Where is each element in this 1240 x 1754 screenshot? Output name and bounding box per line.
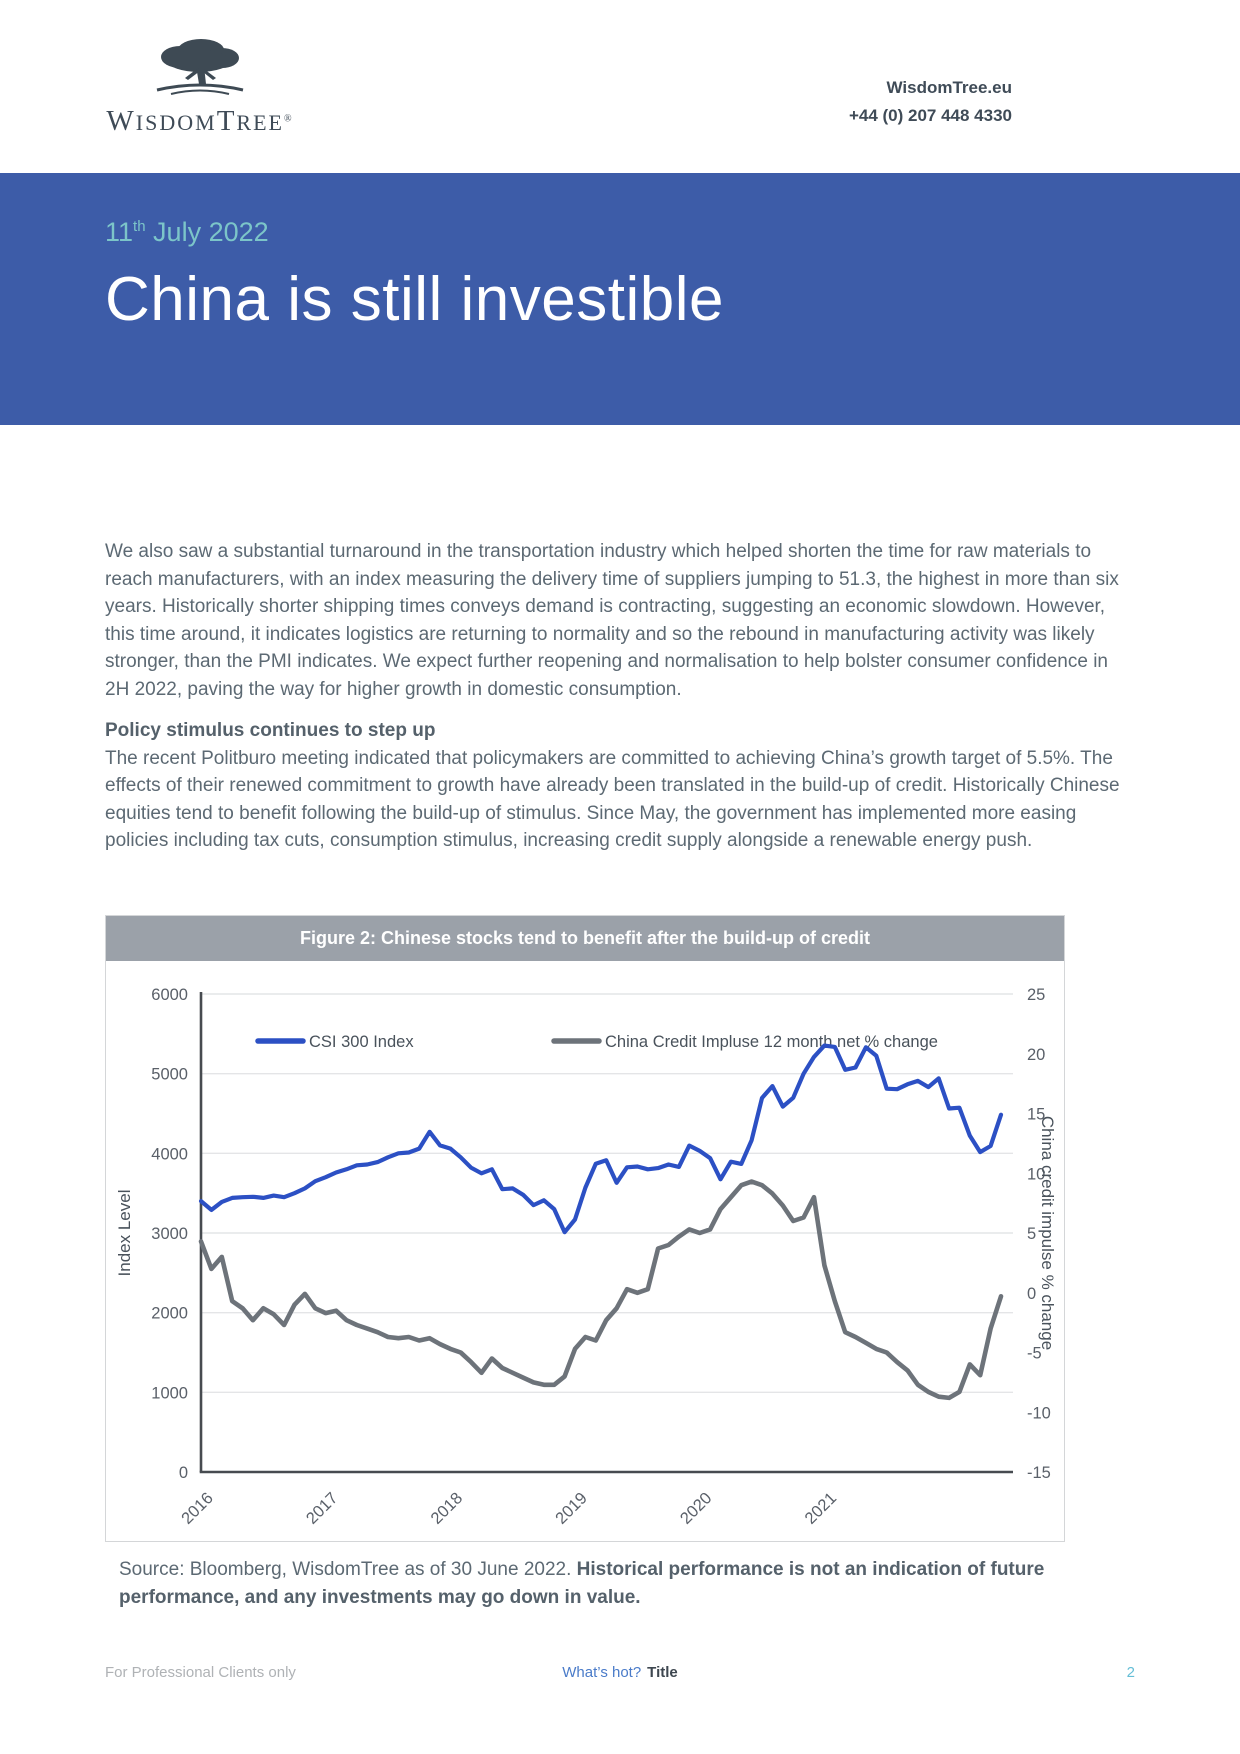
svg-text:CSI 300 Index: CSI 300 Index <box>309 1033 414 1051</box>
phone-number: +44 (0) 207 448 4330 <box>848 106 1012 125</box>
svg-text:Index Level: Index Level <box>115 1190 134 1277</box>
wisdomtree-logo: WISDOMTREE® <box>105 36 295 138</box>
page-footer: For Professional Clients only What’s hot… <box>105 1664 1135 1688</box>
svg-text:3000: 3000 <box>151 1225 188 1243</box>
wisdomtree-wordmark: WISDOMTREE® <box>106 105 294 137</box>
svg-text:4000: 4000 <box>151 1145 188 1163</box>
svg-text:2021: 2021 <box>802 1489 841 1528</box>
figure2-source-note: Source: Bloomberg, WisdomTree as of 30 J… <box>119 1559 1045 1608</box>
figure2-title: Figure 2: Chinese stocks tend to benefit… <box>106 916 1064 961</box>
article-body: We also saw a substantial turnaround in … <box>105 538 1123 855</box>
svg-text:-15: -15 <box>1027 1464 1051 1482</box>
website-link[interactable]: WisdomTree.eu <box>886 78 1013 97</box>
svg-text:2000: 2000 <box>151 1305 188 1323</box>
footer-disclaimer: For Professional Clients only <box>105 1664 296 1681</box>
wisdomtree-tree-icon <box>125 39 275 104</box>
figure2-chart: 0 1000 2000 3000 4000 5000 6000 -15 -10 -5 0 5 10 15 2… <box>115 986 1057 1528</box>
svg-text:25: 25 <box>1027 986 1045 1004</box>
svg-text:China Credit Impluse 12 month: China Credit Impluse 12 month net % chan… <box>605 1033 938 1051</box>
svg-text:-10: -10 <box>1027 1404 1051 1422</box>
page-title: China is still investible <box>105 265 724 334</box>
svg-text:2017: 2017 <box>303 1489 342 1528</box>
footer-doc-title: Title <box>647 1664 678 1681</box>
svg-text:2020: 2020 <box>677 1489 716 1528</box>
publication-date: 11th July 2022 <box>105 217 269 247</box>
footer-breadcrumb: What’s hot? Title <box>562 1664 678 1681</box>
page-number: 2 <box>1126 1664 1135 1681</box>
svg-text:6000: 6000 <box>151 986 188 1004</box>
svg-text:1000: 1000 <box>151 1384 188 1402</box>
figure2-container: Figure 2: Chinese stocks tend to benefit… <box>105 915 1065 1542</box>
title-banner: 11th July 2022 China is still investible <box>0 173 1240 425</box>
svg-text:-5: -5 <box>1027 1345 1042 1363</box>
svg-text:China credit impulse % change: China credit impulse % change <box>1038 1116 1057 1350</box>
svg-text:0: 0 <box>179 1464 188 1482</box>
paragraph-transportation: We also saw a substantial turnaround in … <box>105 541 1119 700</box>
svg-text:20: 20 <box>1027 1046 1045 1064</box>
svg-text:2018: 2018 <box>428 1489 467 1528</box>
footer-whats-hot-link[interactable]: What’s hot? <box>562 1664 642 1681</box>
svg-text:5: 5 <box>1027 1225 1036 1243</box>
svg-text:5000: 5000 <box>151 1066 188 1084</box>
svg-text:0: 0 <box>1027 1285 1036 1303</box>
paragraph-politburo: The recent Politburo meeting indicated t… <box>105 747 1120 852</box>
svg-text:10: 10 <box>1027 1165 1045 1183</box>
section-heading-policy-stimulus: Policy stimulus continues to step up <box>105 720 436 741</box>
header-contact: WisdomTree.eu +44 (0) 207 448 4330 <box>849 74 1012 130</box>
svg-text:2016: 2016 <box>178 1489 217 1528</box>
svg-text:15: 15 <box>1027 1106 1045 1124</box>
svg-text:2019: 2019 <box>552 1489 591 1528</box>
